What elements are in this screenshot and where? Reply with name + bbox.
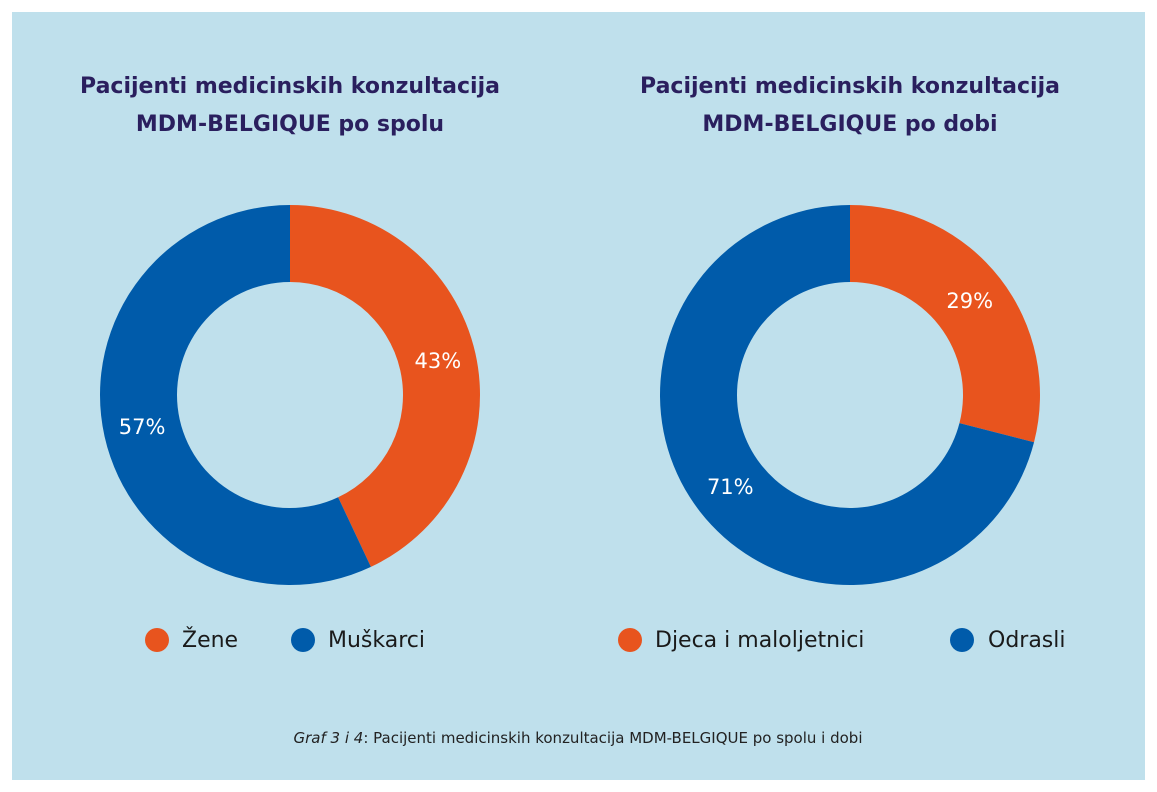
chart-title: Pacijenti medicinskih konzultacija — [640, 74, 1060, 99]
chart-title: Pacijenti medicinskih konzultacija — [80, 74, 500, 99]
caption-text: : Pacijenti medicinskih konzultacija MDM… — [363, 729, 862, 747]
value-label: 29% — [946, 289, 993, 313]
slice — [660, 205, 1035, 585]
legend-marker — [618, 628, 642, 652]
value-label: 57% — [119, 415, 166, 439]
caption-label: Graf 3 i 4 — [293, 729, 363, 747]
chart-title: MDM-BELGIQUE po spolu — [136, 112, 444, 137]
chart-title: MDM-BELGIQUE po dobi — [702, 112, 997, 137]
legend-marker — [950, 628, 974, 652]
legend-label: Muškarci — [328, 628, 425, 653]
value-label: 43% — [415, 349, 462, 373]
legend-label: Djeca i maloljetnici — [655, 628, 864, 653]
legend-marker — [145, 628, 169, 652]
slice — [100, 205, 371, 585]
legend-label: Žene — [182, 627, 238, 653]
legend-label: Odrasli — [988, 628, 1066, 653]
caption: Graf 3 i 4: Pacijenti medicinskih konzul… — [293, 729, 862, 747]
legend-marker — [291, 628, 315, 652]
slice — [850, 205, 1040, 443]
panel — [12, 12, 1145, 780]
value-label: 71% — [707, 475, 754, 499]
slice — [290, 205, 481, 567]
